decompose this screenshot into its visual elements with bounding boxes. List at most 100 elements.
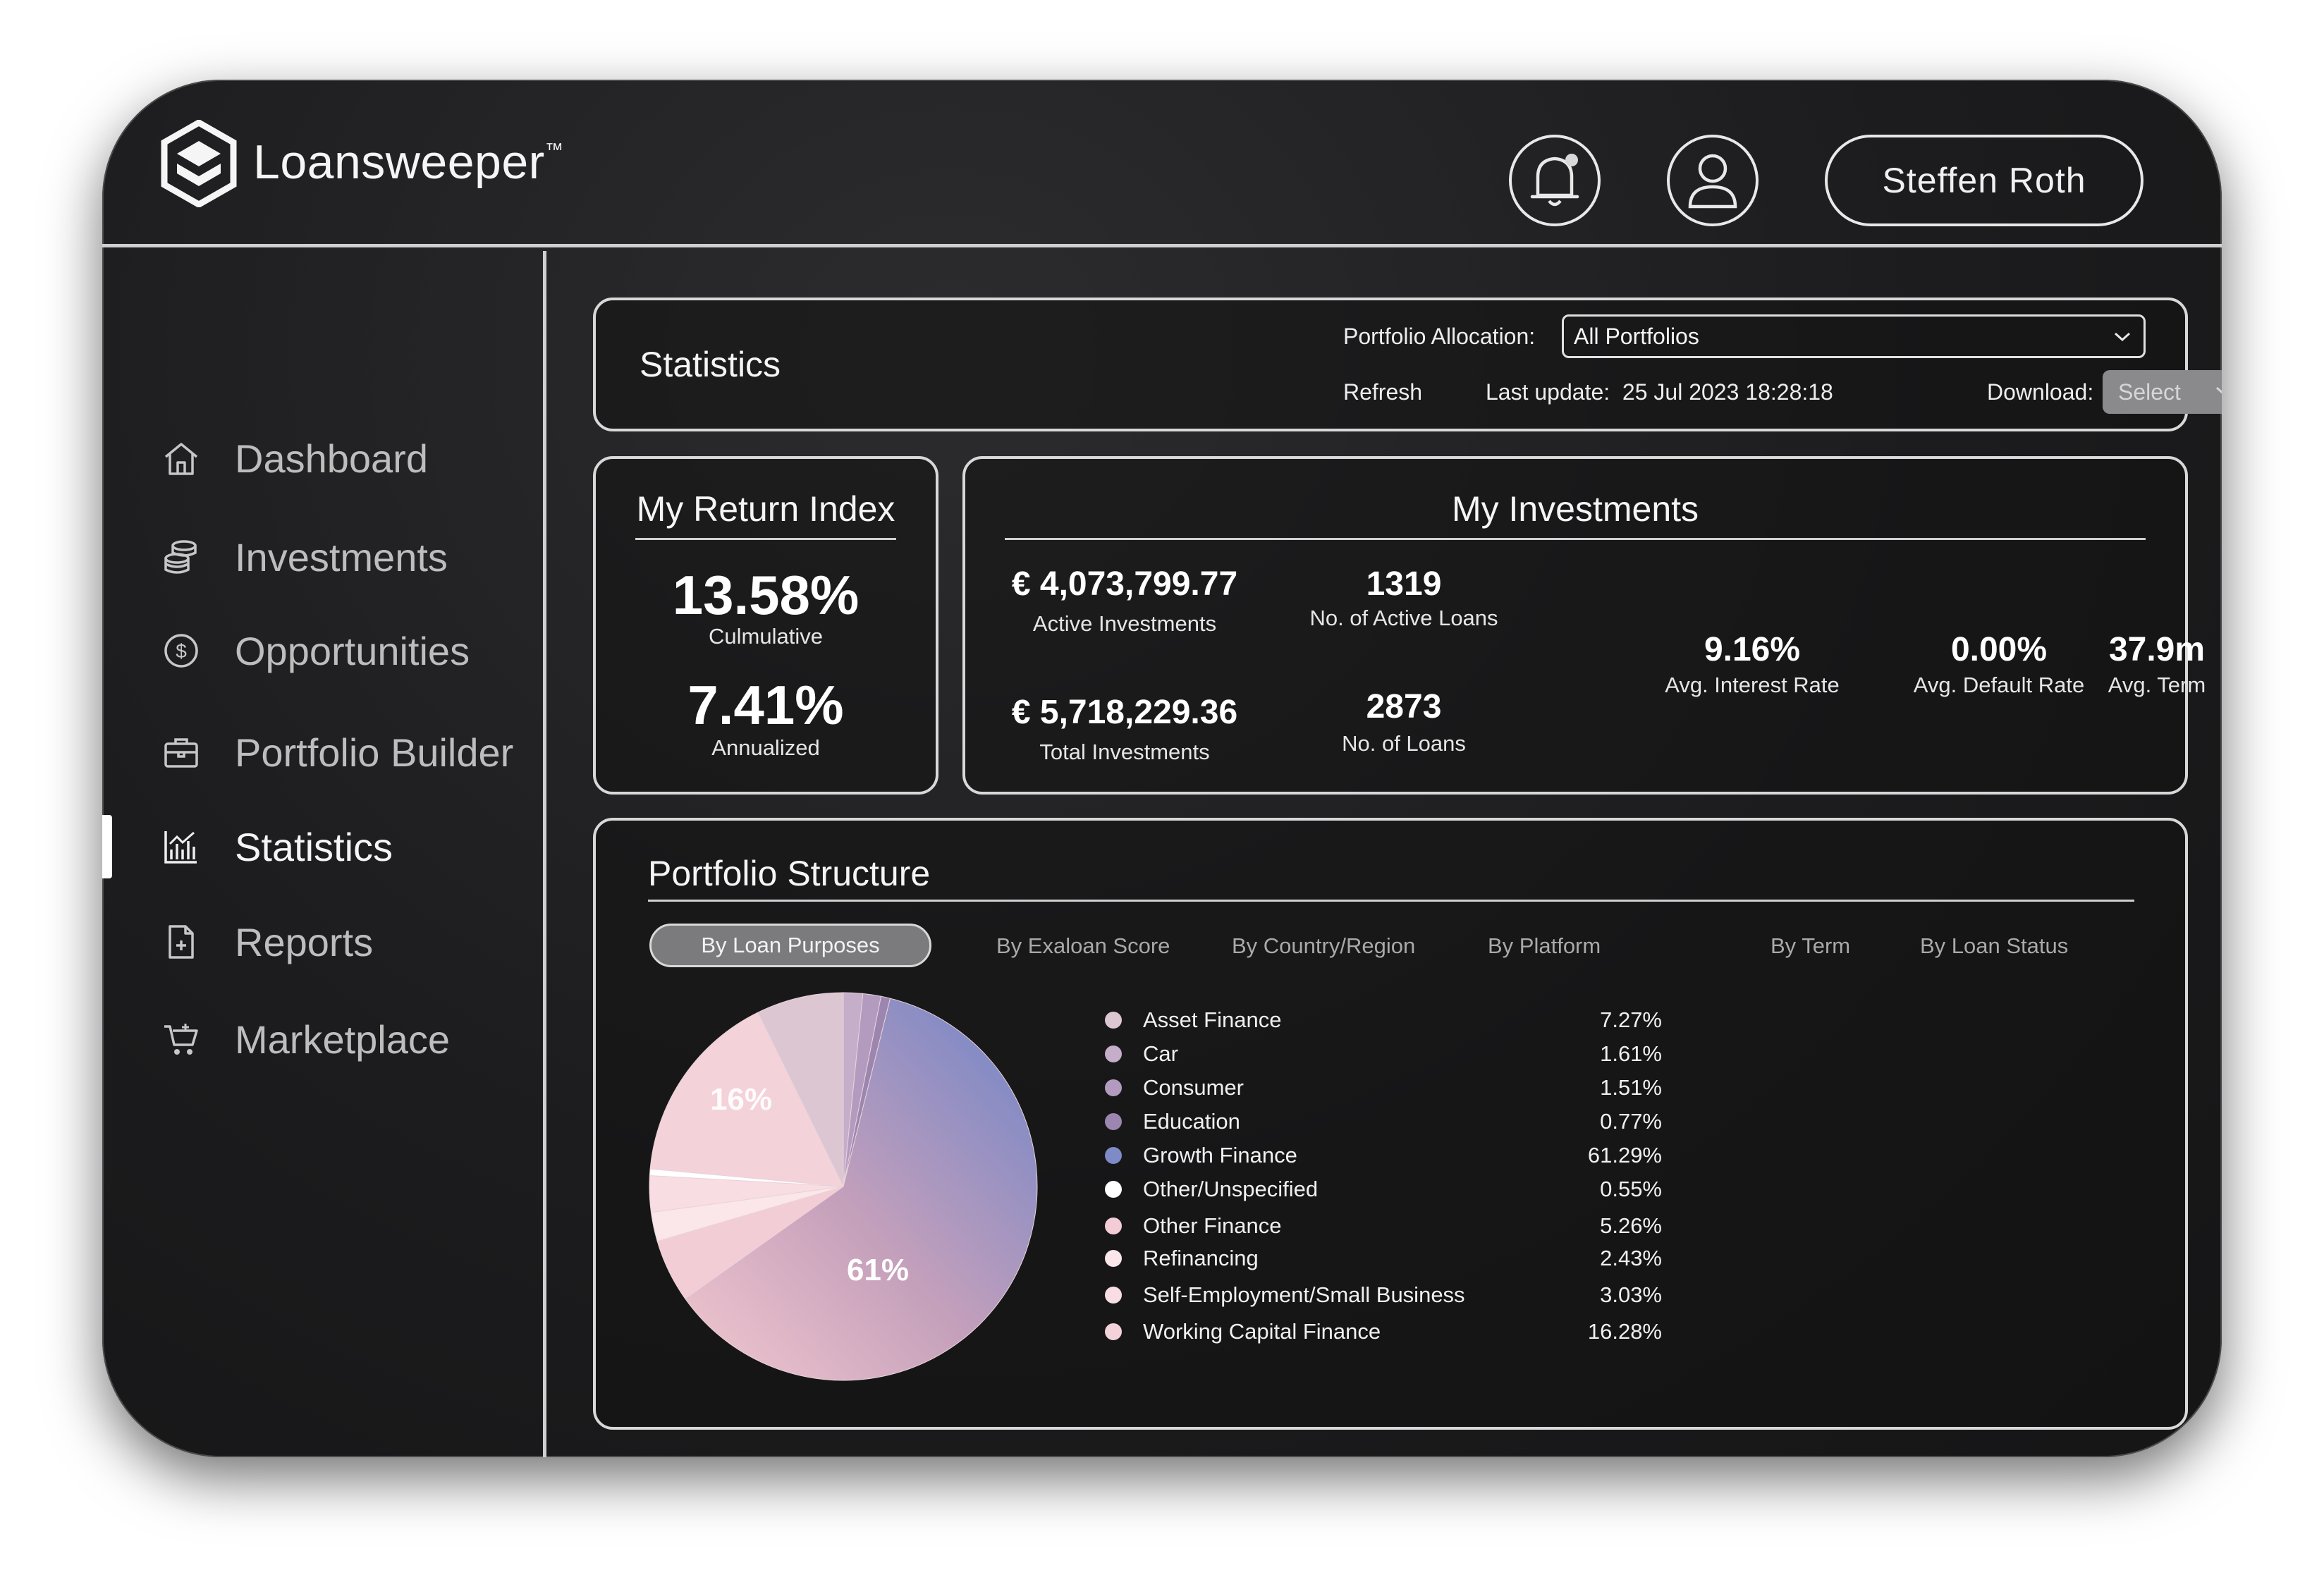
legend-swatch	[1105, 1079, 1122, 1096]
tab-by-exaloan-score[interactable]: By Exaloan Score	[996, 933, 1170, 958]
legend-swatch	[1105, 1147, 1122, 1164]
legend-swatch	[1105, 1218, 1122, 1234]
portfolio-allocation-select[interactable]: All Portfolios	[1562, 314, 2146, 358]
divider	[635, 538, 896, 540]
legend-label: Self-Employment/Small Business	[1143, 1282, 1465, 1307]
tab-by-term[interactable]: By Term	[1770, 933, 1851, 958]
portfolio-allocation-value: All Portfolios	[1574, 323, 1699, 349]
brand-name: Loansweeper™	[253, 135, 564, 189]
sidebar-item-portfolio-builder[interactable]: Portfolio Builder	[160, 721, 513, 784]
active-loans-label: No. of Active Loans	[1309, 606, 1498, 630]
loans-count-label: No. of Loans	[1342, 731, 1466, 756]
user-icon	[1688, 154, 1737, 209]
legend-value: 0.55%	[1600, 1177, 1662, 1201]
legend-label: Other Finance	[1143, 1213, 1282, 1238]
active-loans-value: 1319	[1366, 565, 1442, 603]
legend-item: Consumer 1.51%	[1105, 1072, 1683, 1104]
divider	[1005, 538, 2146, 540]
profile-button[interactable]	[1667, 135, 1759, 226]
legend-label: Education	[1143, 1109, 1240, 1134]
sidebar-item-opportunities[interactable]: $ Opportunities	[160, 619, 470, 682]
avg-default-rate-value: 0.00%	[1950, 631, 2048, 668]
pie-label-large: 61%	[847, 1253, 909, 1287]
legend-item: Refinancing 2.43%	[1105, 1242, 1683, 1275]
tab-by-country-region[interactable]: By Country/Region	[1232, 933, 1416, 958]
refresh-link[interactable]: Refresh	[1343, 379, 1423, 405]
legend-value: 5.26%	[1600, 1213, 1662, 1238]
sidebar-item-reports[interactable]: Reports	[160, 910, 373, 974]
app-window: Loansweeper™ Steffen Roth Dashboard	[102, 80, 2222, 1457]
avg-interest-rate-label: Avg. Interest Rate	[1665, 673, 1840, 697]
dollar-circle-icon: $	[164, 634, 198, 668]
download-label: Download:	[1987, 379, 2094, 405]
bar-chart-icon	[164, 831, 197, 864]
cumulative-return-value: 13.58%	[672, 564, 860, 626]
last-update: Last update: 25 Jul 2023 18:28:18	[1486, 379, 1833, 405]
active-investments-value: € 4,073,799.77	[1011, 565, 1238, 603]
tab-by-platform[interactable]: By Platform	[1488, 933, 1601, 958]
top-header: Loansweeper™ Steffen Roth	[102, 80, 2222, 247]
loansweeper-logo-icon	[161, 120, 237, 207]
total-investments-label: Total Investments	[1039, 740, 1210, 764]
legend-item: Car 1.61%	[1105, 1038, 1683, 1070]
legend-swatch	[1105, 1046, 1122, 1062]
avg-default-rate-label: Avg. Default Rate	[1913, 673, 2085, 697]
portfolio-allocation-label: Portfolio Allocation:	[1343, 324, 1536, 349]
sidebar-item-label: Investments	[235, 534, 448, 580]
sidebar-item-label: Dashboard	[235, 436, 428, 481]
my-investments-panel: My Investments € 4,073,799.77 Active Inv…	[962, 456, 2206, 795]
sidebar-item-label: Marketplace	[235, 1017, 451, 1062]
sidebar-item-label: Reports	[235, 919, 374, 964]
legend-label: Growth Finance	[1143, 1143, 1297, 1167]
sidebar-item-label: Opportunities	[235, 628, 470, 673]
total-investments-value: € 5,718,229.36	[1011, 694, 1238, 731]
document-add-icon	[169, 925, 194, 959]
legend-value: 1.61%	[1600, 1041, 1662, 1066]
return-index-panel: My Return Index 13.58% Culmulative 7.41%…	[593, 456, 938, 795]
sidebar-item-label: Portfolio Builder	[235, 730, 514, 775]
legend-swatch	[1105, 1323, 1122, 1340]
return-index-title: My Return Index	[636, 489, 895, 529]
notifications-button[interactable]	[1509, 135, 1601, 226]
legend-value: 1.51%	[1600, 1075, 1662, 1100]
legend-item: Education 0.77%	[1105, 1105, 1683, 1138]
legend-swatch	[1105, 1181, 1122, 1198]
legend-value: 3.03%	[1600, 1282, 1662, 1307]
cumulative-return-label: Culmulative	[709, 624, 823, 649]
legend-item: Asset Finance 7.27%	[1105, 1004, 1683, 1036]
sidebar-item-statistics[interactable]: Statistics	[160, 815, 393, 878]
chevron-down-icon	[2215, 386, 2222, 394]
avg-term-value: 37.9m	[2108, 631, 2206, 668]
sidebar-item-dashboard[interactable]: Dashboard	[160, 427, 428, 490]
page-title: Statistics	[640, 345, 781, 384]
legend-swatch	[1105, 1012, 1122, 1029]
loans-count-value: 2873	[1366, 688, 1442, 725]
legend-label: Asset Finance	[1143, 1007, 1282, 1032]
legend-item: Working Capital Finance 16.28%	[1105, 1316, 1683, 1348]
sidebar: Dashboard Investments $ Opportunities Po…	[102, 251, 546, 1457]
sidebar-item-investments[interactable]: Investments	[160, 525, 448, 589]
tab-by-loan-status[interactable]: By Loan Status	[1920, 933, 2069, 958]
annualized-return-label: Annualized	[711, 735, 820, 760]
avg-interest-rate-value: 9.16%	[1704, 631, 1801, 668]
pie-label-medium: 16%	[710, 1082, 772, 1117]
home-icon	[164, 443, 198, 475]
avg-term-label: Avg. Term	[2108, 673, 2206, 697]
legend-item: Self-Employment/Small Business 3.03%	[1105, 1279, 1683, 1311]
my-investments-title: My Investments	[1451, 489, 1699, 529]
divider	[648, 900, 2134, 902]
legend-value: 0.77%	[1600, 1109, 1662, 1134]
user-name-button[interactable]: Steffen Roth	[1825, 135, 2143, 226]
legend-swatch	[1105, 1250, 1122, 1267]
svg-text:$: $	[176, 640, 187, 662]
legend-label: Consumer	[1143, 1075, 1244, 1100]
legend-label: Car	[1143, 1041, 1178, 1066]
active-nav-indicator	[102, 815, 112, 878]
legend-value: 2.43%	[1600, 1246, 1662, 1270]
download-select[interactable]: Select	[2103, 370, 2222, 414]
cart-icon	[164, 1024, 198, 1055]
sidebar-item-marketplace[interactable]: Marketplace	[160, 1007, 450, 1071]
tab-by-loan-purposes[interactable]: By Loan Purposes	[649, 924, 931, 967]
legend-item: Other/Unspecified 0.55%	[1105, 1173, 1683, 1206]
statistics-header-panel: Statistics Portfolio Allocation: All Por…	[593, 298, 2222, 431]
